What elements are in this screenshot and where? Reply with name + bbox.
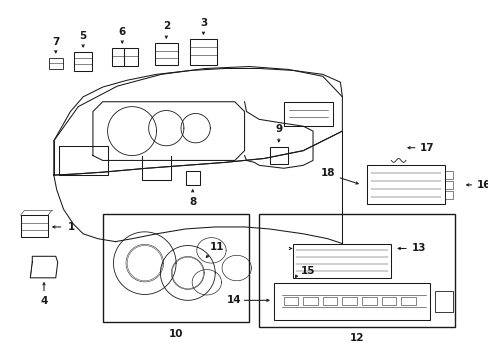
Bar: [189, 39, 217, 64]
Bar: [283, 297, 298, 305]
Text: 17: 17: [419, 143, 434, 153]
Text: 7: 7: [52, 37, 60, 47]
Bar: [111, 48, 124, 66]
Bar: [185, 171, 199, 185]
Bar: [444, 191, 452, 199]
Text: 13: 13: [410, 243, 425, 253]
Bar: [366, 165, 444, 204]
Text: 12: 12: [349, 333, 364, 343]
Bar: [293, 244, 390, 278]
Text: 1: 1: [68, 222, 75, 232]
Bar: [273, 283, 429, 320]
Bar: [259, 214, 454, 327]
Text: 16: 16: [476, 180, 488, 190]
Bar: [381, 297, 395, 305]
Text: 9: 9: [275, 124, 282, 134]
Text: 6: 6: [119, 27, 125, 37]
Text: 5: 5: [80, 31, 86, 41]
Bar: [74, 52, 92, 71]
Bar: [303, 297, 317, 305]
Text: 14: 14: [226, 295, 241, 305]
Text: 8: 8: [189, 197, 196, 207]
Text: 11: 11: [209, 242, 224, 252]
Bar: [444, 171, 452, 179]
Bar: [269, 147, 287, 165]
Bar: [102, 214, 249, 322]
Text: 2: 2: [163, 21, 169, 31]
Bar: [400, 297, 415, 305]
Bar: [322, 297, 337, 305]
Text: 15: 15: [300, 266, 315, 276]
Text: 3: 3: [200, 18, 207, 27]
Bar: [361, 297, 376, 305]
Text: 10: 10: [168, 329, 183, 339]
Bar: [154, 43, 178, 64]
Bar: [124, 48, 138, 66]
Text: 18: 18: [320, 168, 334, 178]
Bar: [444, 181, 452, 189]
Bar: [20, 215, 48, 237]
Bar: [434, 291, 452, 312]
Bar: [342, 297, 356, 305]
Text: 4: 4: [40, 296, 48, 306]
Bar: [49, 58, 62, 69]
